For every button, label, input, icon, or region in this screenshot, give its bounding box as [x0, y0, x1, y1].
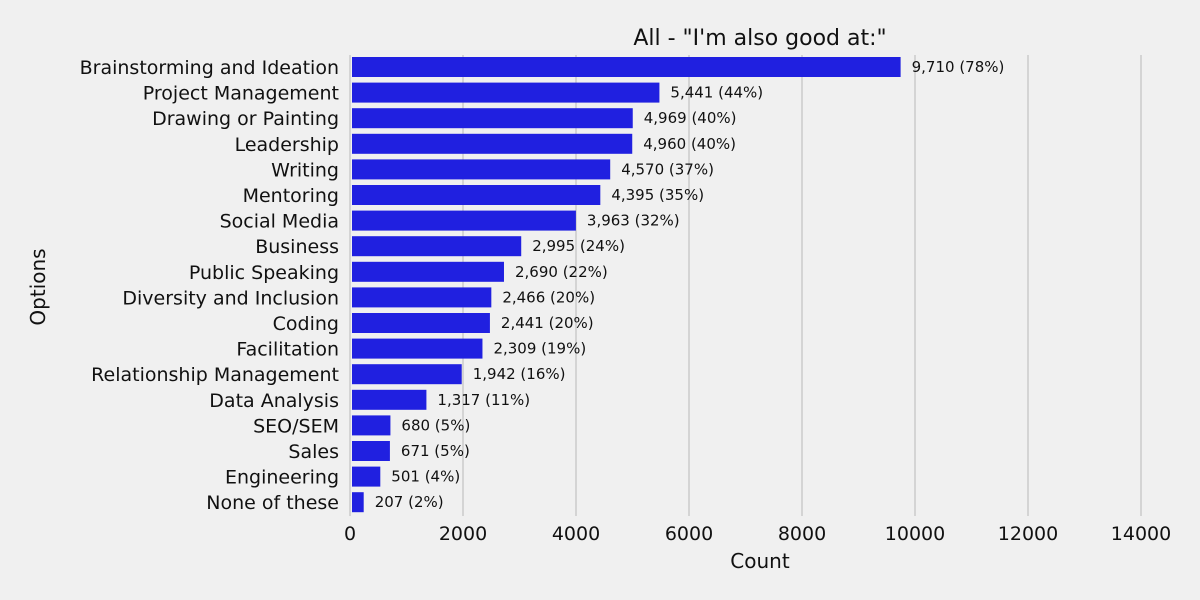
category-label: Writing [271, 159, 339, 181]
x-tick-label: 6000 [665, 523, 713, 545]
data-label: 501 (4%) [391, 468, 460, 486]
bar [352, 287, 492, 308]
x-tick-label: 2000 [439, 523, 487, 545]
data-label: 2,466 (20%) [502, 288, 595, 306]
category-label: Engineering [225, 467, 339, 489]
data-label: 207 (2%) [375, 493, 444, 511]
category-label: Relationship Management [91, 364, 339, 386]
category-label: Leadership [235, 134, 339, 156]
data-label: 2,309 (19%) [493, 340, 586, 358]
bar [352, 313, 490, 333]
category-label: Drawing or Painting [152, 108, 339, 130]
category-label: Coding [273, 313, 339, 335]
chart-title: All - "I'm also good at:" [633, 26, 886, 51]
x-tick-label: 4000 [552, 523, 600, 545]
category-label: None of these [206, 492, 339, 514]
data-label: 4,960 (40%) [643, 135, 736, 153]
bar [352, 364, 462, 385]
bar [352, 441, 390, 461]
bar [352, 159, 611, 180]
bar [352, 415, 391, 436]
bar [352, 108, 633, 129]
category-label: Public Speaking [189, 262, 339, 284]
bars [352, 57, 901, 513]
category-label: Mentoring [243, 185, 339, 207]
category-label: Project Management [143, 83, 339, 105]
bar [352, 236, 522, 257]
x-tick-label: 8000 [778, 523, 826, 545]
data-label: 1,317 (11%) [437, 391, 530, 409]
x-tick-label: 0 [344, 523, 356, 545]
data-label: 2,995 (24%) [532, 237, 625, 255]
bar [352, 133, 633, 154]
data-label: 2,441 (20%) [501, 314, 594, 332]
bar [352, 338, 483, 359]
data-label: 4,969 (40%) [644, 109, 737, 127]
x-tick-label: 14000 [1111, 523, 1171, 545]
bar [352, 82, 660, 103]
bar [352, 389, 427, 410]
labels: 0 2000 4000 6000 8000 10000 12000 14000 Brainsto… [80, 57, 1172, 545]
bar [352, 466, 381, 487]
data-label: 4,570 (37%) [621, 160, 714, 178]
x-tick-label: 10000 [885, 523, 945, 545]
category-label: Data Analysis [209, 390, 339, 412]
data-label: 2,690 (22%) [515, 263, 608, 281]
data-label: 3,963 (32%) [587, 212, 680, 230]
category-label: Brainstorming and Ideation [80, 57, 339, 79]
x-axis-label: Count [730, 549, 790, 573]
bar [352, 261, 504, 282]
data-label: 5,441 (44%) [670, 84, 763, 102]
bar [352, 57, 901, 77]
data-label: 4,395 (35%) [611, 186, 704, 204]
category-label: SEO/SEM [253, 415, 339, 437]
category-label: Social Media [220, 211, 339, 233]
gridlines [349, 55, 1142, 516]
data-label: 680 (5%) [401, 416, 470, 434]
category-label: Sales [288, 441, 339, 463]
bar [352, 185, 601, 205]
data-label: 9,710 (78%) [912, 58, 1005, 76]
bar [352, 210, 576, 231]
category-label: Diversity and Inclusion [122, 287, 339, 309]
data-label: 671 (5%) [401, 442, 470, 460]
category-label: Business [255, 236, 339, 258]
bar [352, 492, 364, 513]
data-label: 1,942 (16%) [473, 365, 566, 383]
x-tick-label: 12000 [998, 523, 1058, 545]
y-axis-label: Options [26, 248, 50, 325]
category-label: Facilitation [236, 339, 339, 361]
